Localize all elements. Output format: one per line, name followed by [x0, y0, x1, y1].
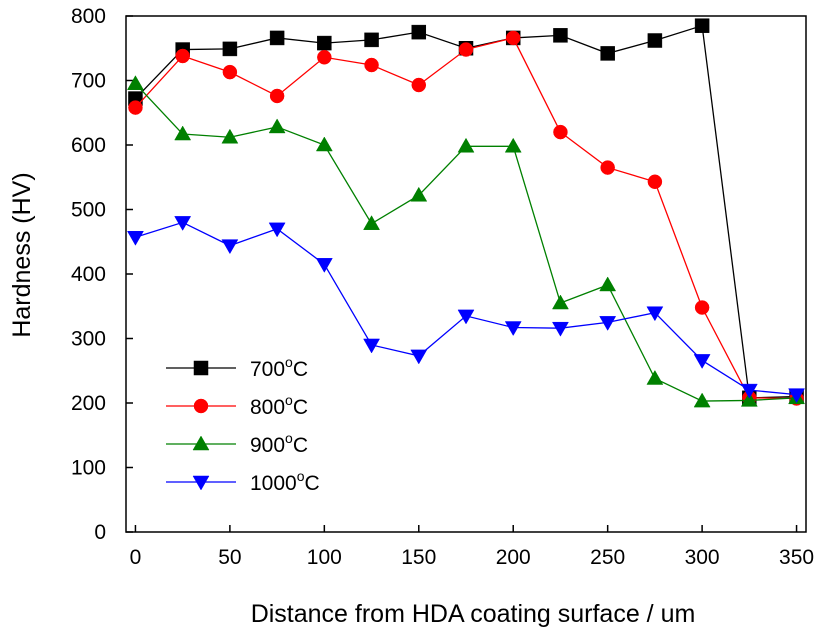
series-line — [134, 37, 797, 400]
legend-entry: 1000oC — [166, 468, 320, 495]
y-tick-label: 400 — [71, 263, 106, 286]
data-point — [174, 216, 192, 231]
legend-label: 900oC — [250, 430, 308, 457]
data-point — [693, 392, 711, 408]
data-point — [740, 391, 758, 407]
data-point — [788, 388, 805, 404]
data-point — [269, 88, 285, 104]
data-point — [411, 24, 427, 40]
data-point — [128, 100, 143, 115]
legend-marker — [192, 475, 210, 491]
data-point — [740, 383, 758, 399]
data-point — [504, 321, 522, 337]
data-point — [505, 30, 521, 46]
y-tick-label: 700 — [71, 70, 106, 93]
series-900 — [127, 75, 805, 408]
y-tick-label: 300 — [71, 328, 106, 351]
data-point — [600, 46, 615, 61]
legend: 700oC 800oC 900oC 1000oC — [166, 354, 320, 495]
data-point — [646, 369, 664, 385]
data-point — [127, 75, 144, 90]
x-axis-label: Distance from HDA coating surface / um — [251, 600, 696, 628]
legend-entry: 900oC — [166, 430, 308, 457]
legend-marker — [193, 398, 209, 414]
x-tick-label: 350 — [779, 546, 814, 569]
data-point — [693, 354, 711, 369]
data-point — [553, 124, 568, 140]
x-tick-label: 200 — [496, 546, 531, 569]
data-point — [363, 215, 380, 230]
data-point — [222, 41, 238, 57]
data-point — [221, 128, 239, 144]
data-point — [553, 28, 568, 43]
data-point — [600, 160, 615, 175]
data-point — [646, 306, 664, 322]
y-tick-label: 100 — [71, 457, 106, 480]
data-point — [222, 64, 238, 80]
y-tick-label: 800 — [71, 5, 106, 28]
data-point — [599, 276, 617, 292]
y-tick-label: 600 — [71, 134, 106, 157]
legend-marker — [193, 360, 209, 376]
x-tick-label: 300 — [685, 546, 720, 569]
x-tick-label: 150 — [401, 546, 436, 569]
legend-marker — [192, 435, 210, 451]
legend-entry: 700oC — [166, 354, 308, 381]
x-tick-label: 0 — [130, 546, 142, 569]
data-point — [411, 77, 427, 93]
legend-label: 700oC — [250, 354, 308, 381]
data-point — [269, 30, 285, 46]
data-point — [268, 222, 286, 238]
data-point — [221, 239, 239, 255]
data-point — [364, 57, 379, 73]
data-point — [127, 230, 144, 246]
data-point — [175, 48, 190, 64]
series-1000 — [127, 216, 805, 404]
series-line — [134, 24, 797, 399]
data-point — [552, 321, 569, 337]
y-axis-label: Hardness (HV) — [8, 172, 36, 337]
data-point — [552, 294, 569, 310]
axis-ticks: 0 50 100 150 200 250 300 350 0 100 200 300 400 500 600… — [71, 5, 814, 569]
data-point — [647, 174, 663, 190]
data-point — [363, 338, 380, 354]
data-point — [410, 186, 428, 202]
data-point — [174, 125, 192, 141]
data-point — [317, 50, 332, 65]
data-point — [317, 35, 332, 51]
x-tick-label: 250 — [590, 546, 625, 569]
series-800 — [128, 30, 804, 406]
data-point — [647, 33, 663, 48]
data-point — [694, 18, 710, 33]
plot-frame — [125, 15, 807, 533]
legend-label: 800oC — [250, 392, 308, 419]
data-point — [410, 349, 428, 365]
series-layer — [127, 18, 805, 408]
data-point — [315, 136, 333, 152]
data-point — [694, 300, 710, 315]
legend-label: 1000oC — [250, 468, 320, 495]
data-point — [457, 137, 475, 153]
y-tick-label: 0 — [94, 521, 106, 544]
data-point — [364, 32, 379, 48]
data-point — [504, 137, 522, 153]
data-point — [458, 42, 474, 57]
x-tick-label: 50 — [218, 546, 241, 569]
legend-entry: 800oC — [166, 392, 308, 419]
data-point — [268, 118, 286, 134]
y-tick-label: 500 — [71, 199, 106, 222]
y-tick-label: 200 — [71, 392, 106, 415]
data-point — [315, 258, 333, 273]
data-point — [457, 309, 475, 325]
data-point — [599, 316, 617, 331]
x-tick-label: 100 — [307, 546, 342, 569]
